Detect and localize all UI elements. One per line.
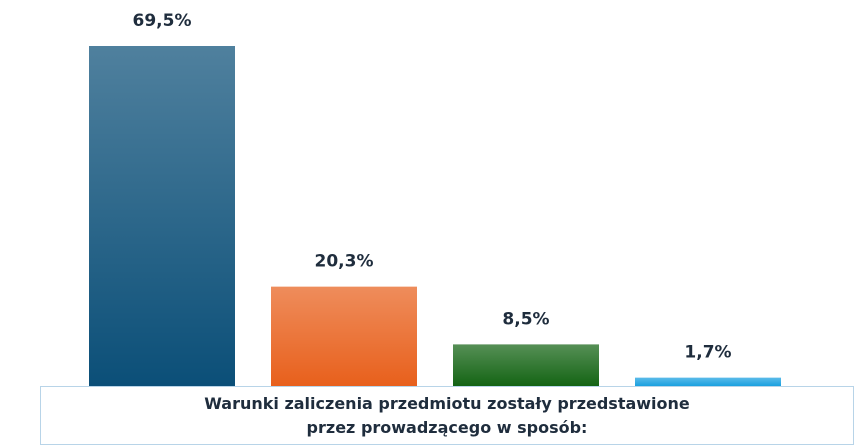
data-label: 69,5% bbox=[133, 11, 192, 31]
bar-shine bbox=[271, 286, 417, 386]
data-label: 20,3% bbox=[315, 252, 374, 272]
bar-shine bbox=[453, 344, 599, 386]
bar-shine bbox=[635, 377, 781, 386]
data-label: 1,7% bbox=[684, 343, 731, 363]
bar-shine bbox=[89, 46, 235, 386]
data-label: 8,5% bbox=[502, 309, 549, 329]
chart-title: Warunki zaliczenia przedmiotu zostały pr… bbox=[40, 386, 854, 445]
